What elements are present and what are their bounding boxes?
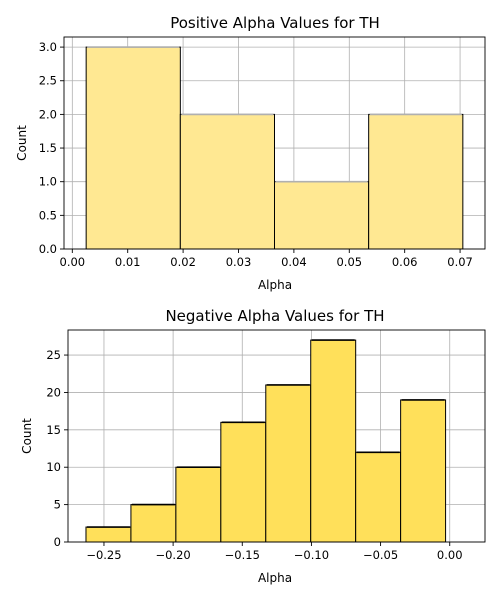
histogram-bar [355,451,402,543]
ticks: 0.00 0.01 0.02 0.03 0.04 0.05 0.06 0.07 0.0 0.5 1.… [39,40,473,269]
y-tick-label: 5 [54,498,61,512]
y-tick-label: 15 [46,423,61,437]
y-tick-label: 25 [46,348,61,362]
histogram-bar [175,466,222,543]
histogram-bar [220,421,267,543]
plot-frame [63,36,486,250]
y-tick-label: 0 [54,535,61,549]
x-tick-label: −0.25 [86,548,121,562]
y-tick-label: 0.0 [39,242,57,256]
y-tick-label: 1.5 [39,141,57,155]
positive-alpha-histogram: Positive Alpha Values for TH Alpha Count… [15,14,486,292]
y-tick-label: 2.5 [39,74,57,88]
y-tick-label: 3.0 [39,40,57,54]
x-tick-label: 0.04 [281,255,307,269]
histogram-bar [274,181,370,250]
y-tick-label: 10 [46,460,61,474]
x-tick-label: −0.05 [363,548,398,562]
histogram-bar [85,526,132,543]
chart-title: Negative Alpha Values for TH [165,307,384,325]
x-tick-label: 0.02 [170,255,196,269]
ticks: −0.25 −0.20 −0.15 −0.10 −0.05 0.00 0 5 10 15 20 25 [46,348,462,562]
y-tick-label: 20 [46,385,61,399]
chart-title: Positive Alpha Values for TH [170,14,380,32]
y-tick-label: 0.5 [39,208,57,222]
bars [85,339,447,543]
histogram-bar [130,504,177,543]
x-tick-label: 0.00 [60,255,86,269]
x-axis-label: Alpha [258,278,292,292]
histogram-bar [179,113,275,250]
x-tick-label: −0.10 [294,548,329,562]
bars [85,46,464,250]
x-axis-label: Alpha [258,571,292,585]
y-axis-label: Count [20,418,34,454]
x-tick-label: 0.05 [336,255,362,269]
y-axis-label: Count [15,125,29,161]
x-tick-label: 0.00 [437,548,463,562]
histogram-bar [400,399,447,543]
histogram-bar [310,339,357,543]
plot-frame [67,329,486,543]
x-tick-label: −0.15 [225,548,260,562]
x-tick-label: 0.06 [392,255,418,269]
x-tick-label: −0.20 [155,548,190,562]
x-tick-label: 0.01 [115,255,141,269]
y-tick-label: 2.0 [39,107,57,121]
x-tick-label: 0.03 [226,255,252,269]
x-tick-label: 0.07 [447,255,473,269]
negative-alpha-histogram: Negative Alpha Values for TH Alpha Count… [20,307,486,585]
histogram-bar [85,46,181,250]
histogram-bar [368,113,464,250]
y-tick-label: 1.0 [39,175,57,189]
histogram-bar [265,384,312,543]
